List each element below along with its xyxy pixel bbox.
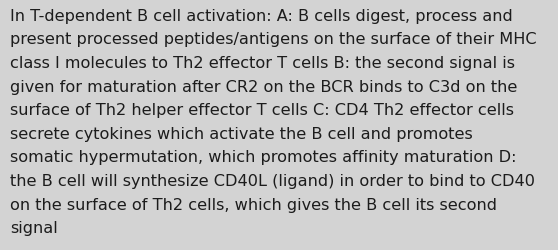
Text: In T-dependent B cell activation: A: B cells digest, process and: In T-dependent B cell activation: A: B c… [10,9,513,24]
Text: somatic hypermutation, which promotes affinity maturation D:: somatic hypermutation, which promotes af… [10,150,517,165]
Text: secrete cytokines which activate the B cell and promotes: secrete cytokines which activate the B c… [10,126,473,141]
Text: surface of Th2 helper effector T cells C: CD4 Th2 effector cells: surface of Th2 helper effector T cells C… [10,103,514,118]
Text: class I molecules to Th2 effector T cells B: the second signal is: class I molecules to Th2 effector T cell… [10,56,515,71]
Text: the B cell will synthesize CD40L (ligand) in order to bind to CD40: the B cell will synthesize CD40L (ligand… [10,173,535,188]
Text: signal: signal [10,220,58,235]
Text: on the surface of Th2 cells, which gives the B cell its second: on the surface of Th2 cells, which gives… [10,197,497,212]
Text: present processed peptides/antigens on the surface of their MHC: present processed peptides/antigens on t… [10,32,537,47]
Text: given for maturation after CR2 on the BCR binds to C3d on the: given for maturation after CR2 on the BC… [10,79,517,94]
